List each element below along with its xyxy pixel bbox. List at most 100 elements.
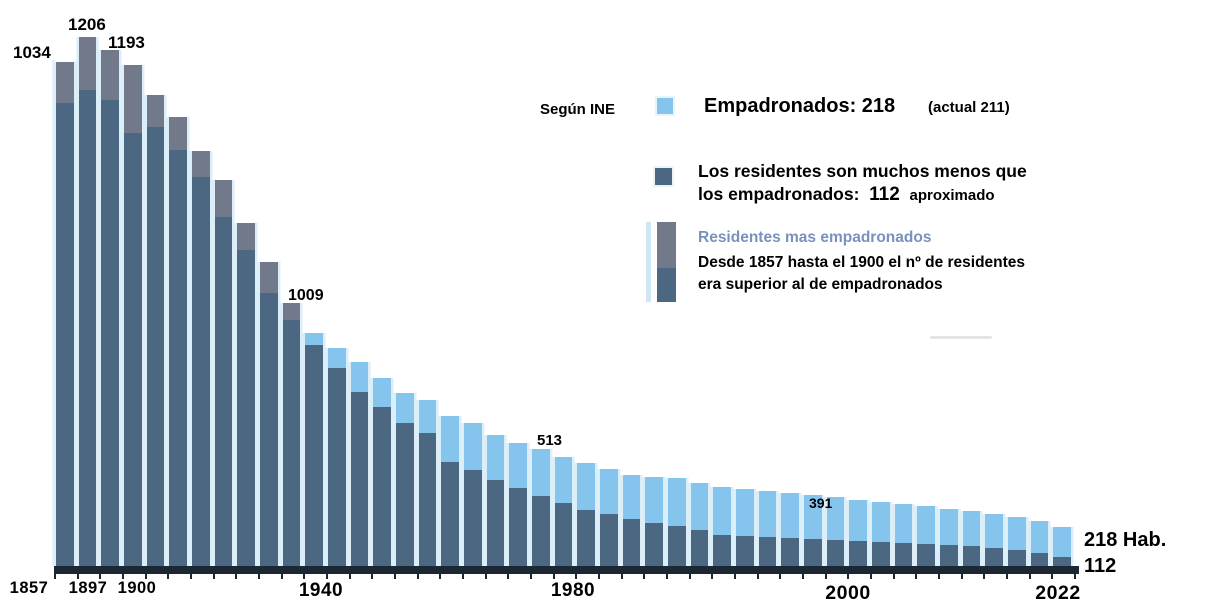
bar-10	[282, 303, 301, 566]
annotation-1009: 1009	[288, 287, 324, 304]
bar-40	[962, 511, 981, 566]
bar-33	[804, 495, 822, 566]
bar-36	[872, 502, 890, 566]
bar-20	[509, 443, 527, 566]
legend-residentes-swatch	[655, 168, 672, 185]
bar-12-dark-segment	[328, 368, 346, 566]
bar-16	[418, 400, 437, 566]
bar-43	[1030, 521, 1049, 566]
x-tick-37	[892, 574, 895, 579]
x-tick-40	[960, 574, 963, 579]
x-tick-30	[734, 574, 737, 579]
x-tick-41	[983, 574, 986, 579]
bar-15-dark-segment	[396, 423, 414, 566]
x-tick-21	[530, 574, 533, 579]
x-tick-1	[76, 574, 79, 579]
bar-21-dark-segment	[532, 496, 550, 566]
bar-30	[736, 489, 754, 566]
bar-19-dark-segment	[486, 480, 505, 566]
legend-residentes-line2-prefix: los empadronados:	[698, 184, 860, 204]
bar-37	[894, 504, 913, 566]
bar-18-dark-segment	[464, 470, 482, 566]
bar-20-dark-segment	[509, 488, 527, 566]
legend-residentes-value: 112	[869, 184, 900, 205]
bar-21	[532, 449, 550, 566]
x-tick-17	[439, 574, 442, 579]
legend-historico-icon-gray-segment	[657, 222, 676, 268]
bar-43-dark-segment	[1030, 553, 1049, 566]
bar-6-dark-segment	[192, 177, 210, 566]
x-tick-12	[326, 574, 329, 579]
bar-2-dark-segment	[101, 100, 119, 566]
bar-23	[577, 463, 595, 566]
bar-24-dark-segment	[600, 514, 618, 566]
x-tick-35	[847, 574, 850, 579]
bar-27-dark-segment	[668, 526, 686, 566]
bar-36-dark-segment	[872, 542, 890, 566]
x-tick-36	[870, 574, 873, 579]
x-tick-11	[303, 574, 306, 579]
x-tick-7	[212, 574, 215, 579]
x-tick-16	[416, 574, 419, 579]
x-tick-23	[575, 574, 578, 579]
artifact-smudge	[930, 336, 992, 339]
bar-15	[396, 393, 414, 566]
annotation-1034: 1034	[13, 43, 51, 62]
x-tick-39	[938, 574, 941, 579]
x-label-1940: 1940	[298, 580, 344, 601]
x-label-1897: 1897	[68, 579, 108, 597]
bar-44	[1053, 527, 1072, 566]
x-tick-20	[507, 574, 510, 579]
bar-4-dark-segment	[146, 127, 165, 566]
bar-39-dark-segment	[940, 545, 958, 566]
x-tick-19	[484, 574, 487, 579]
bar-16-dark-segment	[418, 433, 437, 566]
x-tick-6	[190, 574, 193, 579]
bar-24	[600, 469, 618, 566]
legend-empadronados-note: (actual 211)	[928, 99, 1010, 116]
bar-7	[214, 180, 233, 566]
annotation-112: 112	[1084, 555, 1117, 577]
bar-25-dark-segment	[622, 519, 641, 566]
x-tick-33	[802, 574, 805, 579]
bar-33-dark-segment	[804, 539, 822, 566]
bar-13	[350, 362, 369, 566]
annotation-513: 513	[537, 432, 563, 449]
bar-17-dark-segment	[441, 462, 459, 566]
x-tick-18	[462, 574, 465, 579]
bar-7-dark-segment	[214, 217, 233, 566]
bar-22	[554, 457, 573, 566]
bar-9-dark-segment	[260, 293, 278, 566]
legend-historico-icon-blue-segment	[657, 268, 676, 302]
x-label-1900: 1900	[117, 579, 157, 597]
x-tick-38	[915, 574, 918, 579]
bar-5	[169, 117, 187, 566]
bar-31	[758, 491, 777, 566]
bar-41-dark-segment	[985, 548, 1004, 566]
x-tick-4	[144, 574, 147, 579]
bar-11-dark-segment	[305, 345, 323, 566]
bar-2	[101, 50, 119, 566]
bar-37-dark-segment	[894, 543, 913, 566]
bar-4	[146, 95, 165, 566]
x-tick-42	[1006, 574, 1009, 579]
x-label-1857: 1857	[9, 579, 49, 597]
x-tick-2	[99, 574, 102, 579]
x-tick-5	[167, 574, 170, 579]
bar-3-dark-segment	[124, 133, 142, 566]
annotation-1193: 1193	[108, 33, 145, 52]
bar-42	[1008, 517, 1026, 566]
bar-27	[668, 478, 686, 566]
legend-historico-icon-stripe	[646, 222, 651, 302]
legend-residentes-line2: los empadronados: 112 aproximado	[698, 183, 995, 207]
bar-26-dark-segment	[645, 523, 663, 566]
bar-22-dark-segment	[554, 503, 573, 566]
x-tick-13	[348, 574, 351, 579]
bar-29	[713, 487, 732, 566]
x-tick-28	[688, 574, 691, 579]
x-tick-26	[643, 574, 646, 579]
legend-residentes-note: aproximado	[909, 187, 995, 204]
x-tick-25	[620, 574, 623, 579]
x-tick-10	[280, 574, 283, 579]
